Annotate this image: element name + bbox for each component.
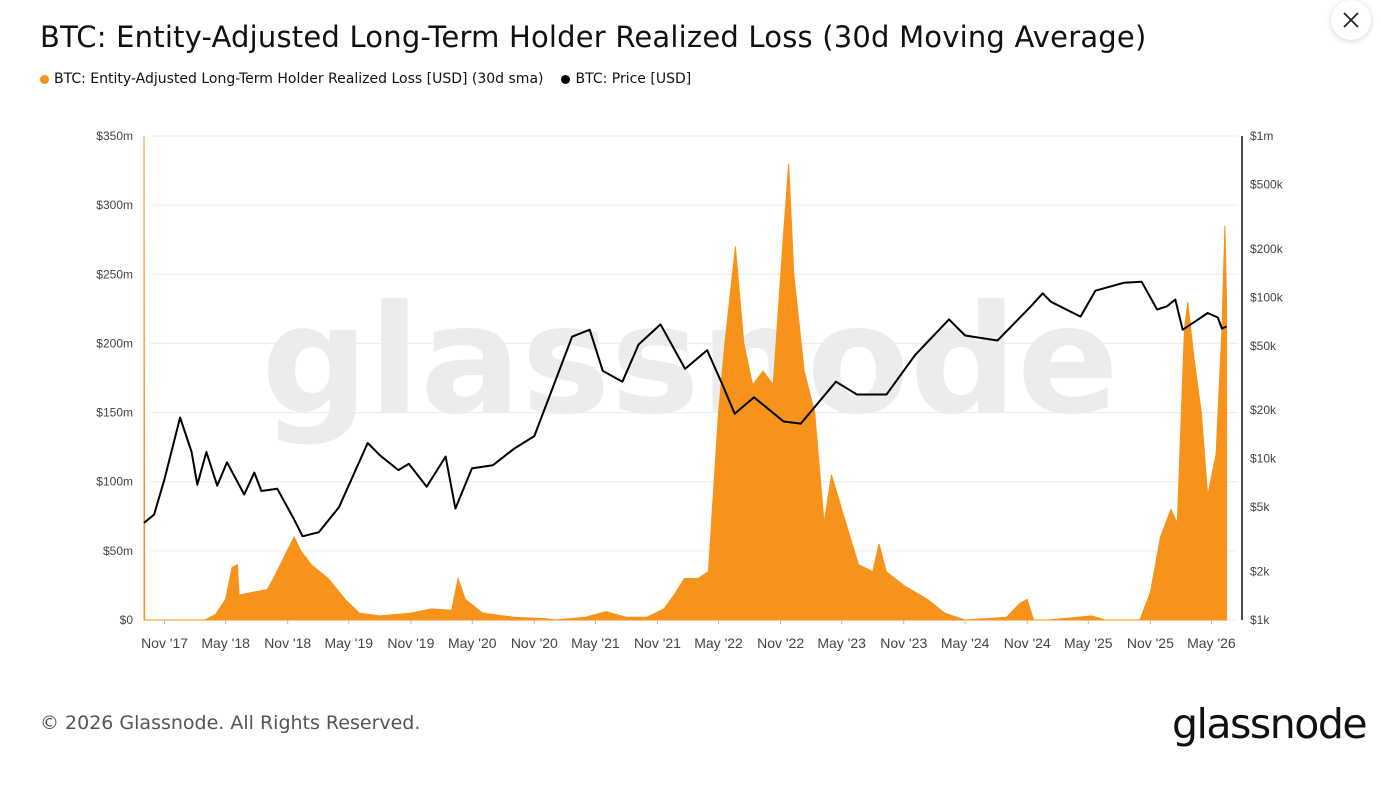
x-tick-label: Nov '19 (387, 635, 434, 651)
price-line (143, 280, 1228, 538)
close-icon (1343, 12, 1359, 28)
x-tick-label: May '24 (941, 635, 990, 651)
x-tick-label: Nov '18 (264, 635, 311, 651)
x-tick-label: Nov '21 (634, 635, 681, 651)
chart-legend: BTC: Entity-Adjusted Long-Term Holder Re… (40, 71, 709, 87)
x-tick-label: May '21 (571, 635, 620, 651)
x-tick-label: Nov '25 (1127, 635, 1174, 651)
copyright-text: © 2026 Glassnode. All Rights Reserved. (40, 712, 421, 734)
y-right-tick-label: $100k (1250, 290, 1284, 304)
y-left-tick-label: $100m (96, 475, 133, 489)
x-tick-label: Nov '22 (757, 635, 804, 651)
y-left-tick-label: $150m (96, 406, 133, 420)
axes: $0 $50m $100m $150m $200m $250m $300m $350m $1k $… (96, 129, 1283, 651)
glassnode-logo: glassnode (1172, 700, 1368, 748)
y-right-tick-label: $1m (1250, 129, 1273, 143)
y-left-tick-label: $350m (96, 129, 133, 143)
legend-label-realized-loss: BTC: Entity-Adjusted Long-Term Holder Re… (54, 71, 544, 87)
y-right-tick-label: $20k (1250, 403, 1277, 417)
x-tick-label: May '20 (448, 635, 497, 651)
legend-item-realized-loss[interactable]: BTC: Entity-Adjusted Long-Term Holder Re… (40, 71, 543, 87)
y-left-tick-label: $50m (103, 544, 133, 558)
x-tick-label: Nov '17 (141, 635, 188, 651)
realized-loss-area-path (143, 135, 1228, 621)
legend-item-price[interactable]: BTC: Price [USD] (561, 71, 691, 87)
y-left-tick-label: $0 (120, 613, 134, 627)
y-right-tick-label: $50k (1250, 339, 1277, 353)
x-tick-label: May '18 (201, 635, 250, 651)
y-right-tick-label: $500k (1250, 178, 1284, 192)
x-tick-label: May '26 (1187, 635, 1236, 651)
x-tick-label: May '25 (1064, 635, 1113, 651)
legend-label-price: BTC: Price [USD] (575, 71, 692, 87)
chart-watermark: glassnode (261, 274, 1119, 448)
y-left-tick-label: $200m (96, 336, 133, 350)
x-tick-label: May '23 (817, 635, 866, 651)
x-tick-label: Nov '23 (880, 635, 927, 651)
y-right-tick-label: $200k (1250, 242, 1284, 256)
x-tick-label: May '19 (324, 635, 373, 651)
y-right-tick-label: $5k (1250, 500, 1270, 514)
y-left-tick-label: $300m (96, 198, 133, 212)
y-right-tick-label: $2k (1250, 564, 1270, 578)
y-right-tick-label: $10k (1250, 452, 1277, 466)
realized-loss-area (143, 135, 1228, 621)
legend-dot-icon (561, 74, 571, 84)
y-left-tick-label: $250m (96, 267, 133, 281)
x-tick-label: May '22 (694, 635, 743, 651)
close-button[interactable] (1331, 0, 1371, 40)
x-tick-label: Nov '24 (1004, 635, 1051, 651)
x-tick-label: Nov '20 (511, 635, 558, 651)
chart-title: BTC: Entity-Adjusted Long-Term Holder Re… (40, 20, 1147, 54)
legend-dot-icon (40, 74, 49, 84)
price-line-path (143, 280, 1228, 538)
y-right-tick-label: $1k (1250, 613, 1270, 627)
